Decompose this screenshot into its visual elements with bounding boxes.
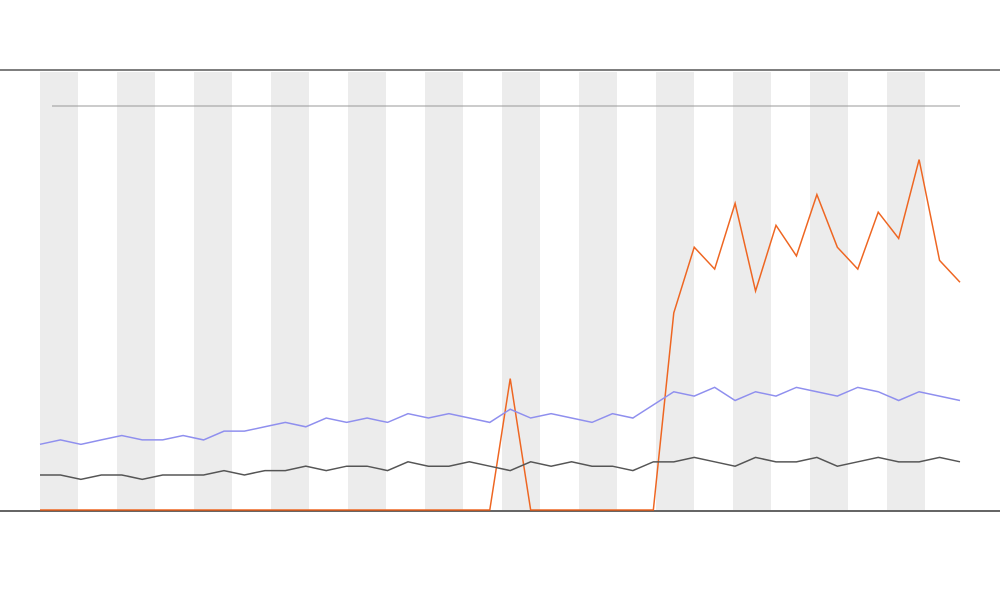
band	[887, 72, 925, 510]
band	[194, 72, 232, 510]
series-line	[40, 456, 961, 481]
band	[348, 72, 386, 510]
band	[810, 72, 848, 510]
band	[271, 72, 309, 510]
band	[117, 72, 155, 510]
band	[733, 72, 771, 510]
series-line	[40, 159, 961, 511]
band	[425, 72, 463, 510]
band	[502, 72, 540, 510]
band	[579, 72, 617, 510]
band	[40, 72, 78, 510]
series-line	[39, 386, 961, 446]
band	[656, 72, 694, 510]
background-bands	[40, 72, 925, 510]
plot-area	[39, 159, 961, 511]
